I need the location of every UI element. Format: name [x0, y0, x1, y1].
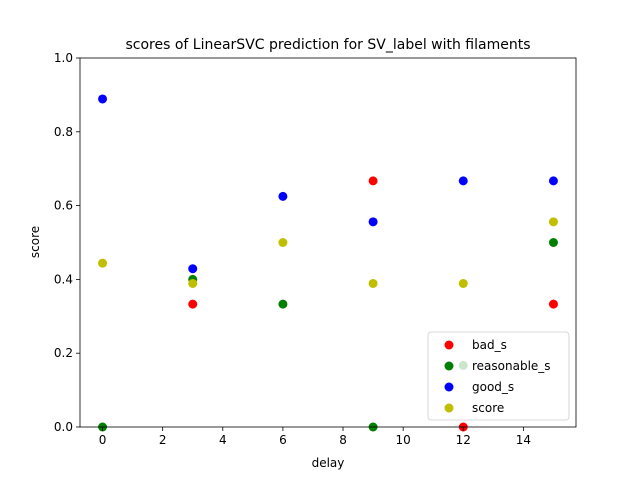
legend-item: score: [444, 401, 504, 415]
data-point: [188, 299, 198, 309]
data-point: [368, 278, 378, 288]
legend-label: score: [472, 401, 504, 415]
x-tick-label: 6: [279, 433, 287, 447]
data-point: [458, 278, 468, 288]
data-point: [278, 299, 288, 309]
data-point: [98, 258, 108, 268]
x-tick-label: 12: [456, 433, 471, 447]
y-tick-label: 0.2: [54, 346, 73, 360]
legend-item: bad_s: [444, 338, 507, 352]
data-point: [548, 238, 558, 247]
plot-frame: [79, 57, 577, 428]
y-tick-label: 0.4: [54, 272, 73, 286]
legend-item: good_s: [444, 380, 514, 394]
plot-area: [79, 57, 577, 432]
y-tick-label: 0.6: [54, 199, 73, 213]
data-point: [548, 217, 558, 227]
series-good-s: [98, 94, 558, 274]
data-point: [458, 176, 468, 186]
legend-item: reasonable_s: [444, 359, 551, 373]
x-tick-label: 0: [99, 433, 107, 447]
y-axis: 0.0 0.2 0.4 0.6 0.8 1.0: [54, 51, 80, 434]
legend-label: bad_s: [472, 338, 507, 352]
series-score: [98, 217, 558, 288]
x-tick-label: 14: [516, 433, 531, 447]
x-tick-label: 2: [159, 433, 167, 447]
data-point: [188, 278, 198, 288]
data-point: [98, 94, 108, 104]
y-tick-label: 0.0: [54, 420, 73, 434]
data-point: [368, 176, 378, 186]
y-tick-label: 1.0: [54, 51, 73, 65]
x-axis-label: delay: [312, 456, 345, 470]
data-point: [548, 299, 558, 309]
x-axis: 0 2 4 6 8 10 12 14: [99, 427, 531, 447]
y-axis-label: score: [28, 226, 42, 258]
legend-marker: [444, 361, 454, 371]
data-point: [278, 238, 288, 247]
chart-title: scores of LinearSVC prediction for SV_la…: [125, 37, 530, 53]
legend-label: good_s: [472, 380, 514, 394]
x-tick-label: 8: [339, 433, 347, 447]
data-point: [548, 176, 558, 186]
legend-box: [427, 331, 570, 421]
data-point: [278, 191, 288, 201]
legend-marker: [444, 382, 454, 392]
data-point: [188, 264, 198, 274]
x-tick-label: 4: [219, 433, 227, 447]
data-point: [368, 217, 378, 227]
x-tick-label: 10: [396, 433, 411, 447]
legend-label: reasonable_s: [472, 359, 551, 373]
legend-marker: [444, 403, 454, 413]
legend-marker: [444, 340, 454, 350]
y-tick-label: 0.8: [54, 125, 73, 139]
